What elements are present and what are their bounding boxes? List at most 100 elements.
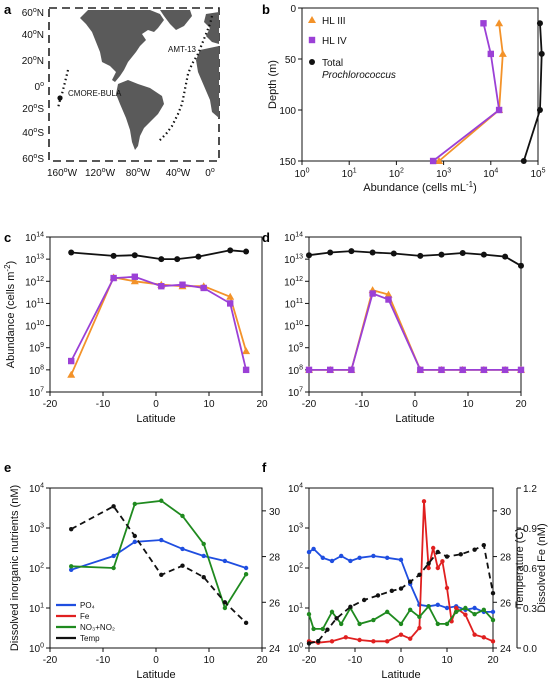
data-point <box>369 249 376 256</box>
y-tick-label-base: 10 <box>288 366 300 377</box>
data-point <box>158 256 165 263</box>
map-degree-mark: o <box>211 167 215 174</box>
y-tick-label-base: 10 <box>288 388 300 399</box>
y-tick-label: 107 <box>29 387 44 400</box>
x-tick-label: -20 <box>302 655 317 666</box>
y-tick-label-base: 10 <box>29 524 41 535</box>
x-tick-label: 0 <box>412 399 418 410</box>
data-point <box>398 586 404 591</box>
data-point <box>463 612 468 617</box>
y-tick-label-base: 10 <box>288 564 300 575</box>
map-degree-mark: o <box>137 167 141 174</box>
data-point <box>490 609 496 615</box>
data-point <box>306 252 312 259</box>
plot-frame <box>301 7 539 162</box>
series-line <box>308 250 522 267</box>
x-tick-label-base: 10 <box>436 169 448 180</box>
chart-f-nutrients-fe-latitude: -20 -10 0 10 2010010110210310424262830Temper… <box>288 483 548 682</box>
y-tick-label: 1010 <box>284 320 303 333</box>
x-tick-label: 10 <box>203 399 215 410</box>
series-line <box>70 275 247 371</box>
map-lat-tick: 40oS <box>22 127 44 139</box>
data-point <box>417 572 422 578</box>
y-tick-label-exp: 2 <box>40 563 44 570</box>
y-tick-label-base: 10 <box>25 322 37 333</box>
x-tick-label: 100 <box>294 168 309 181</box>
data-point <box>431 545 436 551</box>
y-tick-label-exp: 11 <box>296 298 303 305</box>
chart-e-nutrients-latitude: -20 -10 0 10 2010010110210310424262830Latitu… <box>9 483 281 682</box>
y2-tick-label: 26 <box>500 598 512 609</box>
y-tick-label-base: 10 <box>26 299 38 310</box>
y-tick-label-base: 10 <box>288 344 300 355</box>
plot-frame <box>49 236 263 393</box>
data-point <box>480 251 487 258</box>
data-point <box>243 248 250 255</box>
data-point <box>408 636 413 641</box>
data-point <box>426 561 431 566</box>
data-point <box>329 609 335 615</box>
data-point <box>201 553 206 559</box>
x-tick-label: 101 <box>342 168 357 181</box>
y-tick-label-base: 10 <box>288 604 300 615</box>
data-point <box>69 567 74 573</box>
y-tick-label-exp: 9 <box>299 342 303 349</box>
x-tick-label: 0 <box>153 399 159 410</box>
y-tick-label-base: 10 <box>29 564 41 575</box>
north-america-land <box>80 10 164 82</box>
x-axis-label: Latitude <box>381 669 420 681</box>
data-point <box>201 574 206 580</box>
data-point <box>536 20 543 27</box>
y2-tick-label: 28 <box>269 553 281 564</box>
legend-label: Total <box>322 58 343 69</box>
x-tick-label: 105 <box>530 168 545 181</box>
data-point <box>487 50 494 58</box>
data-point <box>110 274 117 282</box>
data-point <box>385 609 390 615</box>
data-point <box>520 158 527 164</box>
x-tick-label: -20 <box>302 399 317 410</box>
data-point <box>495 19 504 27</box>
map-lon-hemisphere: W <box>141 168 151 179</box>
x-axis-label: Latitude <box>136 669 175 681</box>
y-tick-label-base: 10 <box>284 233 296 244</box>
x-axis-label: Latitude <box>136 413 175 425</box>
data-point <box>417 366 424 374</box>
map-lon-value: 0 <box>205 168 211 179</box>
map-lat-value: 0 <box>35 82 41 93</box>
data-point <box>417 614 422 620</box>
y-tick-label: 101 <box>29 603 44 616</box>
map-lon-value: 40 <box>166 168 178 179</box>
data-point <box>68 357 75 365</box>
x-axis-label: Latitude <box>395 413 434 425</box>
panel-letter-b: b <box>262 2 270 17</box>
data-point <box>440 559 445 564</box>
data-point <box>369 290 376 297</box>
y-tick-label-base: 10 <box>29 484 41 495</box>
data-point <box>131 273 138 280</box>
y-tick-label: 1012 <box>284 276 303 289</box>
x-tick-label: 20 <box>256 655 268 666</box>
x-tick-label: -10 <box>96 399 111 410</box>
x-tick-label-exp: 2 <box>400 168 404 175</box>
map-lat-tick: 60oN <box>22 7 44 19</box>
data-point <box>348 366 355 374</box>
x-tick-label-base: 10 <box>342 169 354 180</box>
y-tick-label-base: 10 <box>284 255 296 266</box>
map-lat-hemisphere: S <box>37 128 44 139</box>
x-tick-label: -20 <box>43 655 58 666</box>
map-lat-tick: 60oS <box>22 153 44 165</box>
y-tick-label: 1013 <box>25 254 44 267</box>
data-point <box>132 533 137 539</box>
y-tick-label: 109 <box>288 342 303 355</box>
map-lat-value: 60 <box>22 8 34 19</box>
y-tick-label-base: 10 <box>29 366 41 377</box>
y-tick-label-exp: 3 <box>40 523 44 530</box>
land-masses <box>80 10 219 150</box>
y3-tick-label: 0.6 <box>523 564 537 575</box>
map-lon-hemisphere: W <box>68 168 78 179</box>
data-point <box>384 290 393 298</box>
data-point <box>131 252 138 259</box>
panel-letter-a: a <box>4 2 12 17</box>
